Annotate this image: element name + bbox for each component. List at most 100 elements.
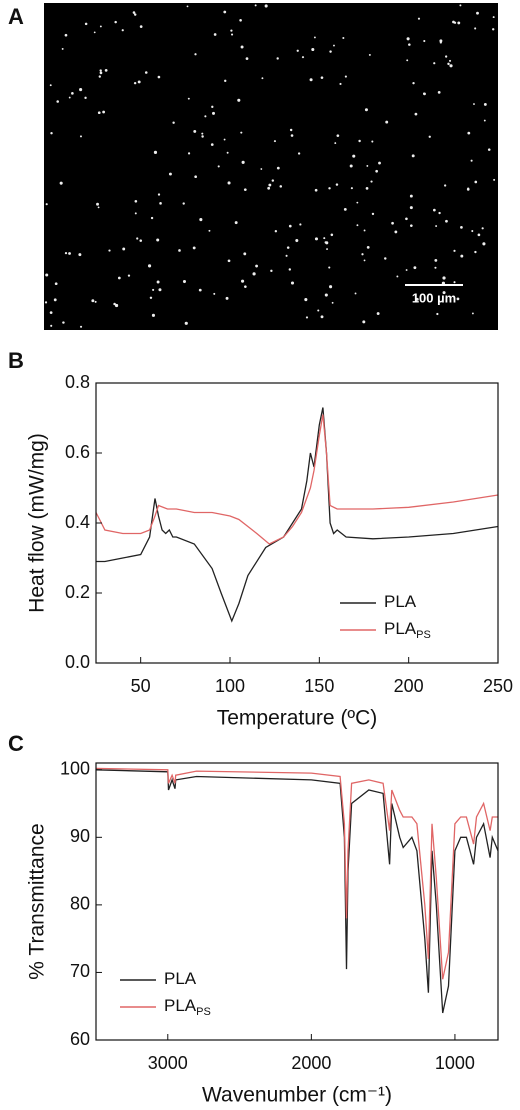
particle (56, 100, 59, 103)
data-line (95, 767, 498, 980)
particle (199, 218, 203, 222)
particle (406, 37, 410, 41)
particle (366, 245, 370, 249)
particle (134, 199, 138, 203)
particle (152, 288, 155, 291)
particle (314, 237, 318, 241)
x-tick-label: 200 (394, 676, 424, 696)
particle (361, 253, 364, 256)
particle (194, 53, 197, 56)
particle (260, 168, 263, 170)
particle (445, 55, 448, 58)
particle (212, 111, 215, 115)
particle (127, 274, 131, 277)
legend-label: PLAPS (164, 996, 211, 1017)
particle (371, 140, 374, 143)
legend-name: PLA (164, 996, 197, 1015)
particle (45, 273, 49, 277)
particle (114, 303, 119, 308)
particle (378, 161, 381, 165)
particle (297, 152, 301, 155)
particle (227, 181, 231, 185)
particle (144, 71, 148, 74)
particle (186, 5, 189, 8)
particle (290, 281, 295, 285)
data-line (95, 769, 499, 1014)
particle (363, 259, 366, 262)
particle (102, 110, 106, 114)
particle (261, 77, 264, 80)
legend-label: PLAPS (384, 619, 431, 640)
particle (326, 248, 328, 251)
particle (59, 181, 63, 185)
particle (201, 135, 204, 138)
particle (243, 188, 247, 192)
particle (252, 272, 256, 276)
particles (44, 4, 496, 328)
particle (241, 279, 245, 283)
particle (483, 119, 486, 122)
particle (267, 186, 271, 190)
particle (333, 44, 335, 47)
legend-name: PLA (384, 619, 417, 638)
x-tick-label: 2000 (291, 1053, 331, 1073)
panel-label: C (8, 731, 24, 756)
particle (288, 224, 292, 228)
particle (487, 148, 491, 151)
particle (329, 50, 332, 53)
panel-label: A (8, 4, 24, 29)
particle (156, 280, 160, 284)
particle (194, 175, 197, 179)
particle (289, 128, 293, 132)
particle (460, 254, 464, 258)
particle (273, 140, 276, 143)
particle (50, 324, 53, 327)
particle (49, 84, 52, 87)
particle (437, 91, 441, 94)
particle (460, 226, 463, 229)
particle (492, 16, 495, 19)
particle (411, 154, 415, 158)
y-tick-label: 70 (70, 961, 90, 981)
legend-label: PLA (384, 592, 417, 611)
particle (168, 172, 172, 176)
particle (366, 164, 369, 167)
particle (356, 201, 359, 204)
particle (71, 92, 74, 95)
particle (471, 312, 474, 315)
particle (305, 316, 309, 319)
particle (296, 49, 299, 52)
particle (417, 17, 421, 20)
particle (370, 180, 373, 183)
particle (343, 207, 347, 211)
particle (384, 257, 387, 260)
x-tick-label: 1000 (435, 1053, 475, 1073)
particle (108, 249, 111, 252)
x-tick-label: 150 (304, 676, 334, 696)
particle (325, 241, 329, 245)
particle (213, 33, 217, 36)
particle (405, 217, 408, 221)
particle (406, 59, 409, 62)
particle (68, 96, 71, 99)
particle (182, 280, 187, 284)
particle (172, 121, 175, 124)
particle (442, 276, 446, 280)
particle (45, 203, 48, 206)
y-axis-title: % Transmittance (26, 823, 49, 979)
particle (91, 299, 95, 303)
particle (423, 39, 426, 43)
particle (99, 25, 102, 28)
particle (211, 105, 214, 109)
particle (239, 18, 242, 22)
particle (363, 229, 366, 232)
particle (375, 169, 378, 173)
y-tick-label: 0.8 (65, 372, 90, 392)
y-tick-label: 0.0 (65, 652, 90, 672)
particle (445, 219, 448, 223)
particle (391, 221, 394, 225)
particle (286, 246, 290, 249)
particle (349, 164, 353, 168)
particle (328, 266, 331, 269)
particle (447, 62, 450, 66)
